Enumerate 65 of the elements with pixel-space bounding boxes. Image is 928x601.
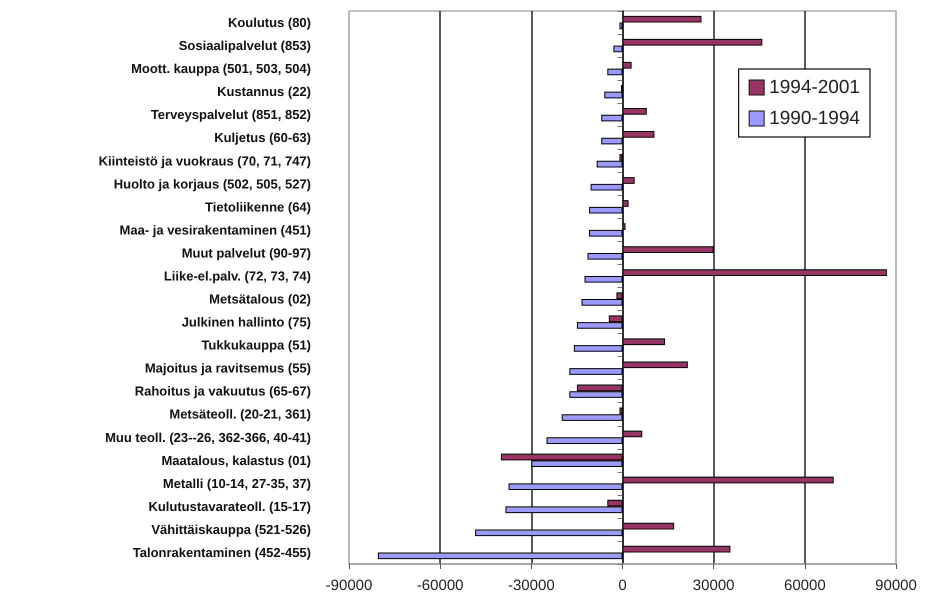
x-tick-label: 90000: [875, 577, 917, 594]
y-tick-label: Moott. kauppa (501, 503, 504): [131, 61, 311, 76]
bar: [622, 246, 714, 253]
bar: [622, 522, 674, 530]
bar: [588, 252, 622, 260]
bar: [622, 200, 629, 207]
y-tick-label: Koulutus (80): [228, 15, 311, 30]
bar: [622, 108, 647, 115]
y-tick-label: Kuljetus (60-63): [214, 130, 311, 146]
bar: [622, 269, 887, 276]
y-tick-label: Kiinteistö ja vuokraus (70, 71, 747): [98, 153, 311, 168]
x-tick-label: -60000: [416, 577, 464, 594]
y-tick-label: Kustannus (22): [217, 84, 311, 100]
y-tick-label: Liike-el.palv. (72, 73, 74): [164, 268, 311, 284]
y-tick-label: Huolto ja korjaus (502, 505, 527): [114, 176, 311, 192]
y-tick-label: Talonrakentaminen (452-455): [132, 544, 311, 560]
bar: [508, 483, 622, 490]
bar: [378, 552, 622, 560]
x-tick-label: -90000: [326, 577, 372, 594]
y-tick-label: Majoitus ja ravitsemus (55): [144, 360, 311, 376]
y-tick-label: Rahoitus ja vakuutus (65-67): [134, 384, 311, 399]
bar: [622, 223, 626, 230]
y-tick-label: Tukkukauppa (51): [201, 338, 311, 353]
y-tick-label: Julkinen hallinto (75): [182, 314, 311, 330]
bar: [622, 338, 666, 346]
y-tick-label: Maa- ja vesirakentaminen (451): [120, 222, 311, 238]
bar: [622, 546, 730, 552]
bar: [622, 177, 635, 184]
bar: [584, 276, 622, 283]
y-tick-label: Metalli (10-14, 27-35, 37): [162, 476, 311, 491]
y-tick-label: Maatalous, kalastus (01): [161, 452, 311, 468]
bar: [589, 206, 622, 214]
legend-label: 1990-1994: [769, 108, 860, 129]
x-tick-label: -30000: [508, 577, 555, 594]
y-tick-label: Metsätalous (02): [209, 292, 311, 307]
bar: [601, 138, 622, 144]
y-tick-label: Muut palvelut (90-97): [182, 245, 311, 260]
bar: [546, 437, 622, 444]
bar: [475, 529, 622, 536]
bar: [589, 230, 622, 237]
bar: [622, 361, 688, 368]
bar: [622, 16, 702, 23]
y-tick-label: Metsäteoll. (20-21, 361): [169, 406, 311, 422]
bar: [601, 114, 622, 122]
bar: [619, 22, 622, 30]
y-tick-label: Tietoliikenne (64): [205, 199, 311, 214]
y-tick-label: Vähittäiskauppa (521-526): [151, 522, 311, 537]
y-tick-label: Kulutustavarateoll. (15-17): [148, 498, 311, 514]
bar: [574, 345, 622, 352]
x-tick-label: 30000: [692, 577, 735, 594]
x-tick-label: 60000: [784, 577, 826, 594]
x-tick-label: 0: [618, 577, 627, 594]
bar: [622, 476, 834, 484]
bar: [590, 184, 622, 190]
bar: [607, 68, 622, 76]
bar: [622, 38, 762, 46]
bar: [622, 430, 642, 438]
bar: [622, 62, 632, 69]
legend-label: 1994-2001: [769, 77, 860, 98]
y-tick-label: Muu teoll. (23--26, 362-366, 40-41): [105, 430, 311, 445]
bar: [613, 46, 622, 52]
bar: [622, 131, 654, 138]
bar: [569, 368, 622, 375]
y-tick-label: Sosiaalipalvelut (853): [178, 38, 311, 54]
y-tick-label: Terveyspalvelut (851, 852): [150, 107, 311, 122]
